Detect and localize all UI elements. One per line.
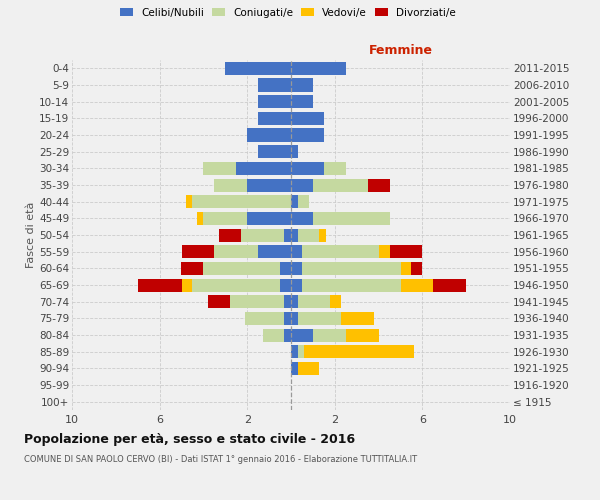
Bar xyxy=(401,278,433,291)
Bar xyxy=(186,195,193,208)
Bar xyxy=(401,262,412,275)
Legend: Celibi/Nubili, Coniugati/e, Vedovi/e, Divorziati/e: Celibi/Nubili, Coniugati/e, Vedovi/e, Di… xyxy=(120,8,456,18)
Bar xyxy=(433,278,466,291)
Bar xyxy=(208,295,230,308)
Bar xyxy=(291,78,313,92)
Bar xyxy=(379,245,389,258)
Bar xyxy=(203,262,280,275)
Text: Femmine: Femmine xyxy=(368,44,433,57)
Bar xyxy=(389,245,422,258)
Bar xyxy=(324,162,346,175)
Bar xyxy=(258,112,291,125)
Bar xyxy=(258,78,291,92)
Bar xyxy=(193,195,291,208)
Bar xyxy=(291,178,313,192)
Bar xyxy=(182,245,214,258)
Bar xyxy=(291,278,302,291)
Bar xyxy=(245,312,284,325)
Bar xyxy=(291,345,298,358)
Bar xyxy=(298,312,341,325)
Bar xyxy=(214,245,258,258)
Bar xyxy=(302,262,401,275)
Bar xyxy=(298,228,319,241)
Bar xyxy=(291,312,298,325)
Bar xyxy=(291,162,324,175)
Bar xyxy=(291,62,346,75)
Bar xyxy=(280,278,291,291)
Bar xyxy=(280,262,291,275)
Bar xyxy=(298,195,308,208)
Bar xyxy=(263,328,284,342)
Bar xyxy=(313,178,368,192)
Bar xyxy=(331,295,341,308)
Bar xyxy=(203,212,247,225)
Bar xyxy=(291,295,298,308)
Bar xyxy=(236,162,291,175)
Bar xyxy=(214,178,247,192)
Bar xyxy=(181,262,203,275)
Bar xyxy=(193,278,280,291)
Bar xyxy=(313,212,389,225)
Bar xyxy=(298,345,304,358)
Bar xyxy=(258,145,291,158)
Bar xyxy=(182,278,193,291)
Bar xyxy=(291,245,302,258)
Bar xyxy=(298,362,319,375)
Bar xyxy=(291,362,298,375)
Bar xyxy=(302,245,379,258)
Bar xyxy=(304,345,413,358)
Bar xyxy=(247,128,291,141)
Bar xyxy=(291,262,302,275)
Bar xyxy=(219,228,241,241)
Bar xyxy=(291,112,324,125)
Bar xyxy=(291,328,313,342)
Bar xyxy=(341,312,374,325)
Bar xyxy=(291,95,313,108)
Bar xyxy=(230,295,284,308)
Bar xyxy=(291,228,298,241)
Bar xyxy=(291,212,313,225)
Bar xyxy=(226,62,291,75)
Y-axis label: Fasce di età: Fasce di età xyxy=(26,202,36,268)
Bar xyxy=(284,312,291,325)
Bar xyxy=(291,145,298,158)
Bar xyxy=(319,228,326,241)
Bar xyxy=(241,228,284,241)
Bar xyxy=(284,228,291,241)
Text: Popolazione per età, sesso e stato civile - 2016: Popolazione per età, sesso e stato civil… xyxy=(24,432,355,446)
Bar xyxy=(368,178,389,192)
Bar xyxy=(258,95,291,108)
Bar xyxy=(291,128,324,141)
Bar xyxy=(346,328,379,342)
Text: COMUNE DI SAN PAOLO CERVO (BI) - Dati ISTAT 1° gennaio 2016 - Elaborazione TUTTI: COMUNE DI SAN PAOLO CERVO (BI) - Dati IS… xyxy=(24,455,417,464)
Bar xyxy=(247,212,291,225)
Bar xyxy=(302,278,401,291)
Bar xyxy=(197,212,203,225)
Bar xyxy=(291,195,298,208)
Bar xyxy=(138,278,182,291)
Bar xyxy=(203,162,236,175)
Bar xyxy=(284,295,291,308)
Bar xyxy=(298,295,331,308)
Bar xyxy=(412,262,422,275)
Bar xyxy=(284,328,291,342)
Bar xyxy=(313,328,346,342)
Bar xyxy=(247,178,291,192)
Bar xyxy=(258,245,291,258)
